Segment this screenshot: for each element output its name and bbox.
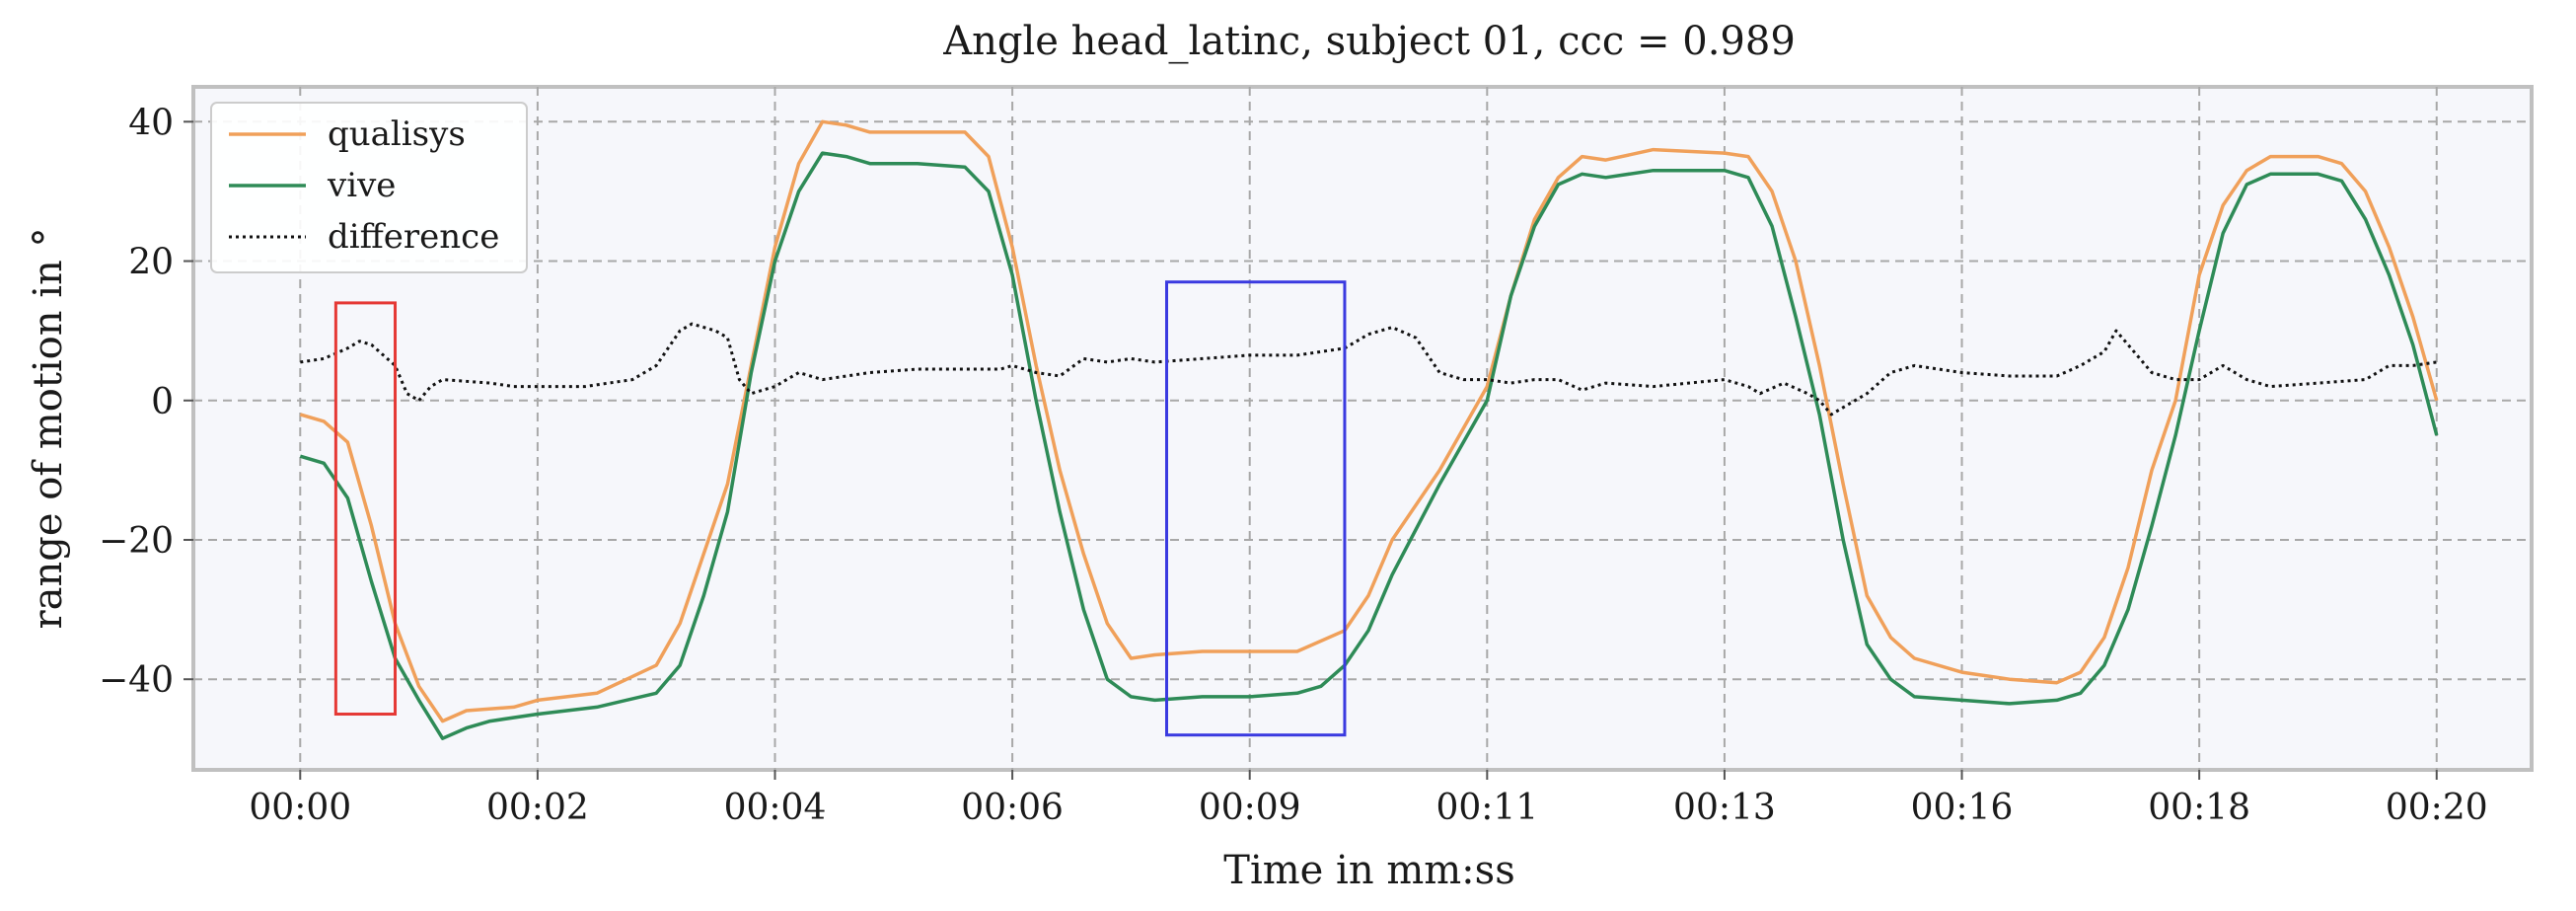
x-tick-label: 00:20 (2386, 788, 2488, 828)
x-tick-label: 00:13 (1673, 788, 1776, 828)
y-tick-label: −20 (99, 521, 174, 562)
axis-ticks: 00:00 00:02 00:04 00:06 00:09 00:11 00:13 00:16… (99, 103, 2488, 828)
x-axis-label: Time in mm:ss (1223, 848, 1514, 893)
x-tick-label: 00:02 (486, 788, 589, 828)
series-line-qualisys (299, 119, 2439, 723)
highlight-box-2 (1164, 280, 1347, 737)
x-tick-label: 00:16 (1911, 788, 2014, 828)
highlight-boxes (333, 280, 1347, 737)
legend-label-difference: difference (328, 217, 499, 257)
y-tick-label: 20 (128, 243, 174, 283)
plot-area (191, 85, 2534, 772)
y-tick-label: 0 (151, 382, 174, 422)
chart-title: Angle head_latinc, subject 01, ccc = 0.9… (942, 19, 1796, 64)
x-tick-label: 00:09 (1199, 788, 1301, 828)
x-tick-label: 00:00 (249, 788, 351, 828)
x-tick-label: 00:06 (961, 788, 1064, 828)
highlight-box-1 (333, 301, 398, 717)
grid-lines (193, 87, 2532, 770)
legend-box (210, 102, 528, 273)
x-tick-label: 00:18 (2148, 788, 2250, 828)
x-tick-label: 00:04 (724, 788, 827, 828)
y-tick-label: 40 (128, 103, 174, 143)
series-lines (299, 119, 2439, 740)
y-tick-label: −40 (99, 660, 174, 701)
legend-label-vive: vive (327, 166, 396, 205)
legend-label-qualisys: qualisys (328, 114, 466, 154)
legend: qualisys vive difference (210, 102, 528, 273)
x-tick-label: 00:11 (1435, 788, 1538, 828)
y-axis-label: range of motion in ° (26, 227, 71, 629)
series-line-vive (299, 151, 2439, 740)
